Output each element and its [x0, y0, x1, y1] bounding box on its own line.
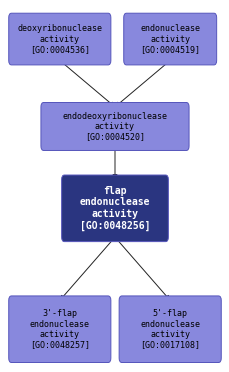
FancyBboxPatch shape — [9, 296, 110, 362]
Text: endonuclease
activity
[GO:0004519]: endonuclease activity [GO:0004519] — [140, 24, 199, 54]
FancyBboxPatch shape — [61, 175, 168, 242]
Text: flap
endonuclease
activity
[GO:0048256]: flap endonuclease activity [GO:0048256] — [79, 186, 150, 231]
Text: endodeoxyribonuclease
activity
[GO:0004520]: endodeoxyribonuclease activity [GO:00045… — [62, 112, 167, 141]
Text: 3'-flap
endonuclease
activity
[GO:0048257]: 3'-flap endonuclease activity [GO:004825… — [30, 309, 89, 349]
FancyBboxPatch shape — [123, 13, 216, 65]
Text: 5'-flap
endonuclease
activity
[GO:0017108]: 5'-flap endonuclease activity [GO:001710… — [140, 309, 199, 349]
FancyBboxPatch shape — [119, 296, 220, 362]
Text: deoxyribonuclease
activity
[GO:0004536]: deoxyribonuclease activity [GO:0004536] — [17, 24, 102, 54]
FancyBboxPatch shape — [9, 13, 110, 65]
FancyBboxPatch shape — [41, 102, 188, 150]
